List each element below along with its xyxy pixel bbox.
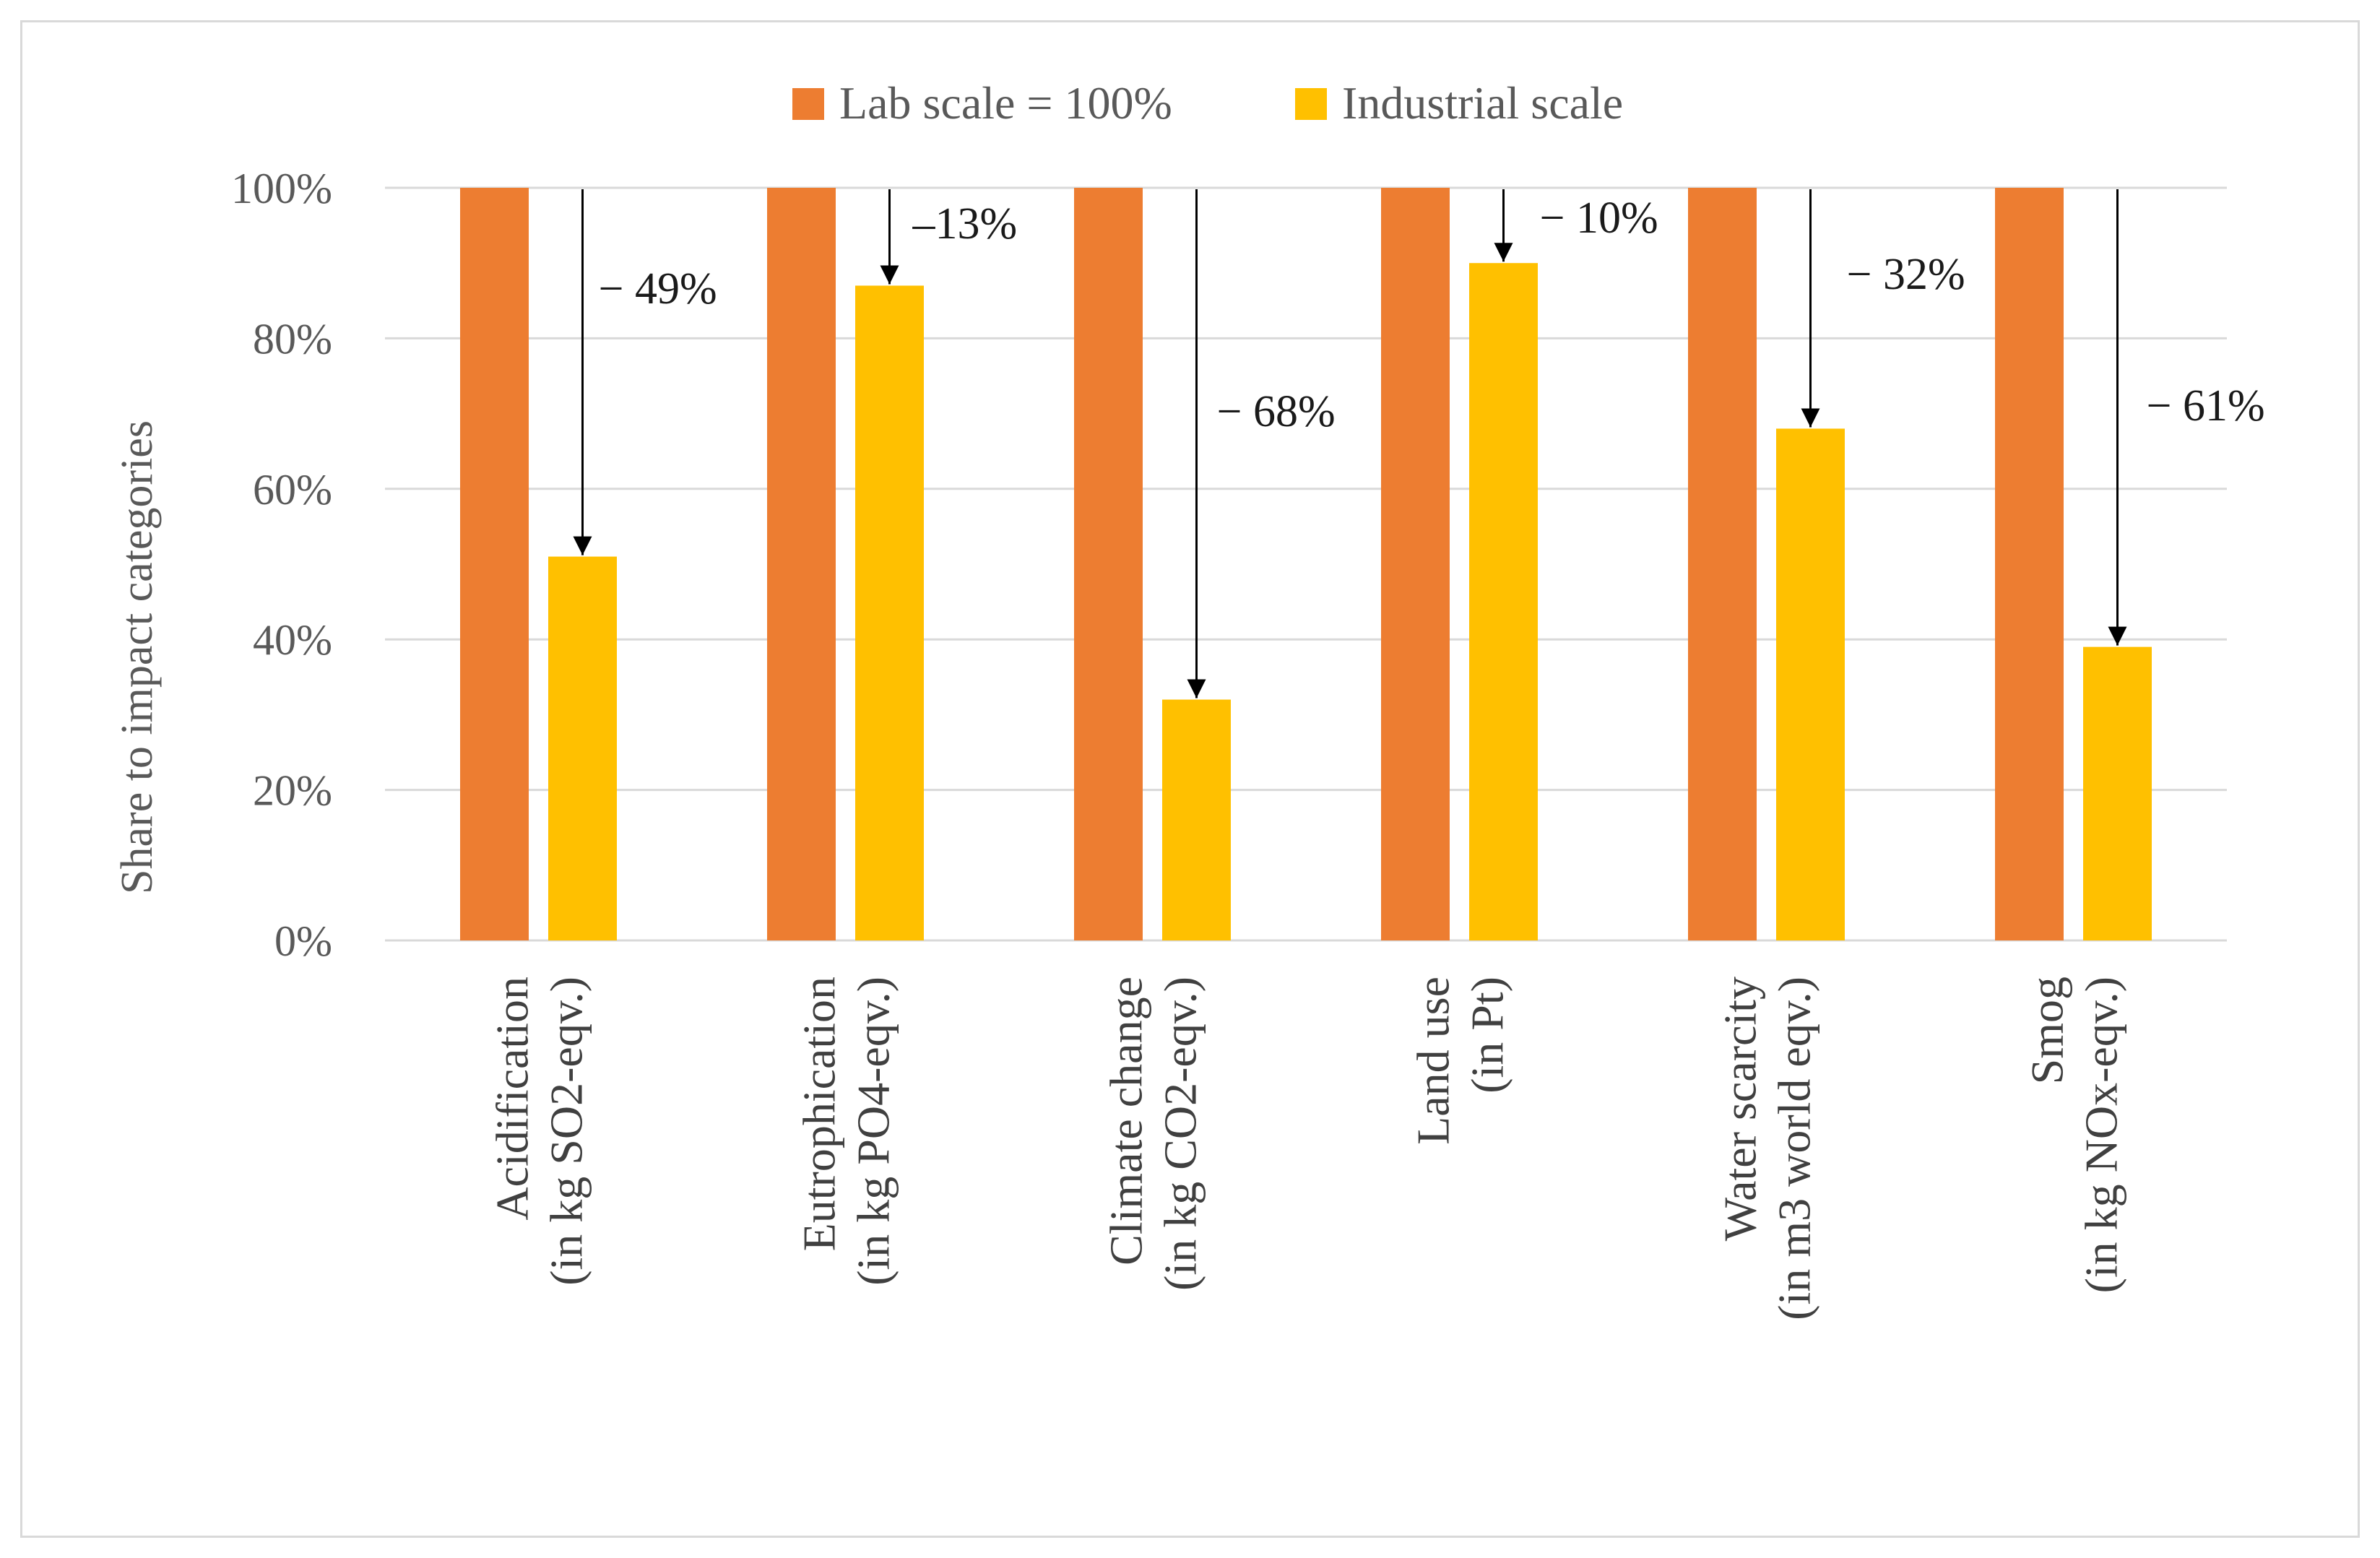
bars	[460, 188, 2152, 941]
bar-industrial-scale	[1162, 699, 1231, 940]
x-tick-label: Climate change	[1101, 977, 1152, 1265]
reduction-label: –13%	[912, 199, 1018, 248]
reduction-label: − 49%	[599, 264, 717, 313]
y-tick-label: 20%	[253, 767, 332, 815]
x-tick-label-unit: (in kg PO4-eqv.)	[848, 977, 899, 1286]
bar-industrial-scale	[855, 285, 924, 941]
x-tick-label-unit: (in kg NOx-eqv.)	[2076, 977, 2127, 1293]
x-tick-label: Land use	[1408, 977, 1459, 1145]
reduction-arrows: − 49% –13% − 68% − 10% − 32% − 61%	[573, 189, 2265, 698]
gridlines	[385, 186, 2227, 942]
y-tick-label: 60%	[253, 466, 332, 514]
bar-lab-scale	[460, 188, 529, 940]
legend-label: Lab scale = 100%	[839, 77, 1172, 129]
x-tick-label: Water scarcity	[1715, 977, 1766, 1241]
y-tick-label: 80%	[253, 315, 332, 363]
bar-industrial-scale	[1776, 428, 1845, 940]
reduction-label: − 10%	[1540, 194, 1658, 243]
x-tick-label-unit: (in m3 world eqv.)	[1769, 977, 1820, 1320]
legend-swatch-lab	[792, 88, 824, 120]
bar-lab-scale	[1381, 188, 1450, 940]
legend: Lab scale = 100% Industrial scale	[792, 77, 1623, 129]
bar-lab-scale	[1074, 188, 1143, 940]
bar-lab-scale	[1688, 188, 1757, 940]
bar-industrial-scale	[2083, 646, 2152, 940]
x-tick-label: Smog	[2022, 977, 2073, 1084]
reduction-label: − 68%	[1217, 387, 1336, 436]
reduction-label: − 61%	[2147, 381, 2265, 430]
y-tick-label: 100%	[231, 165, 332, 212]
bar-lab-scale	[767, 188, 836, 940]
y-axis-label: Share to impact categories	[113, 420, 162, 894]
x-tick-label-unit: (in kg CO2-eqv.)	[1155, 977, 1206, 1291]
legend-swatch-industrial	[1295, 88, 1327, 120]
bar-industrial-scale	[1469, 263, 1538, 940]
x-tick-label: Acidification	[487, 977, 538, 1221]
x-tick-label: Eutrophication	[794, 977, 845, 1251]
legend-label: Industrial scale	[1342, 77, 1623, 129]
bar-lab-scale	[1995, 188, 2064, 940]
y-axis-ticks: 0% 20% 40% 60% 80% 100%	[231, 165, 332, 965]
x-tick-label-unit: (in Pt)	[1462, 977, 1513, 1094]
reduction-label: − 32%	[1847, 250, 1965, 299]
y-tick-label: 40%	[253, 616, 332, 664]
y-tick-label: 0%	[274, 917, 332, 965]
x-tick-label-unit: (in kg SO2-eqv.)	[541, 977, 592, 1286]
bar-industrial-scale	[548, 556, 617, 940]
x-axis-categories: Acidification (in kg SO2-eqv.) Eutrophicat…	[487, 977, 2127, 1320]
